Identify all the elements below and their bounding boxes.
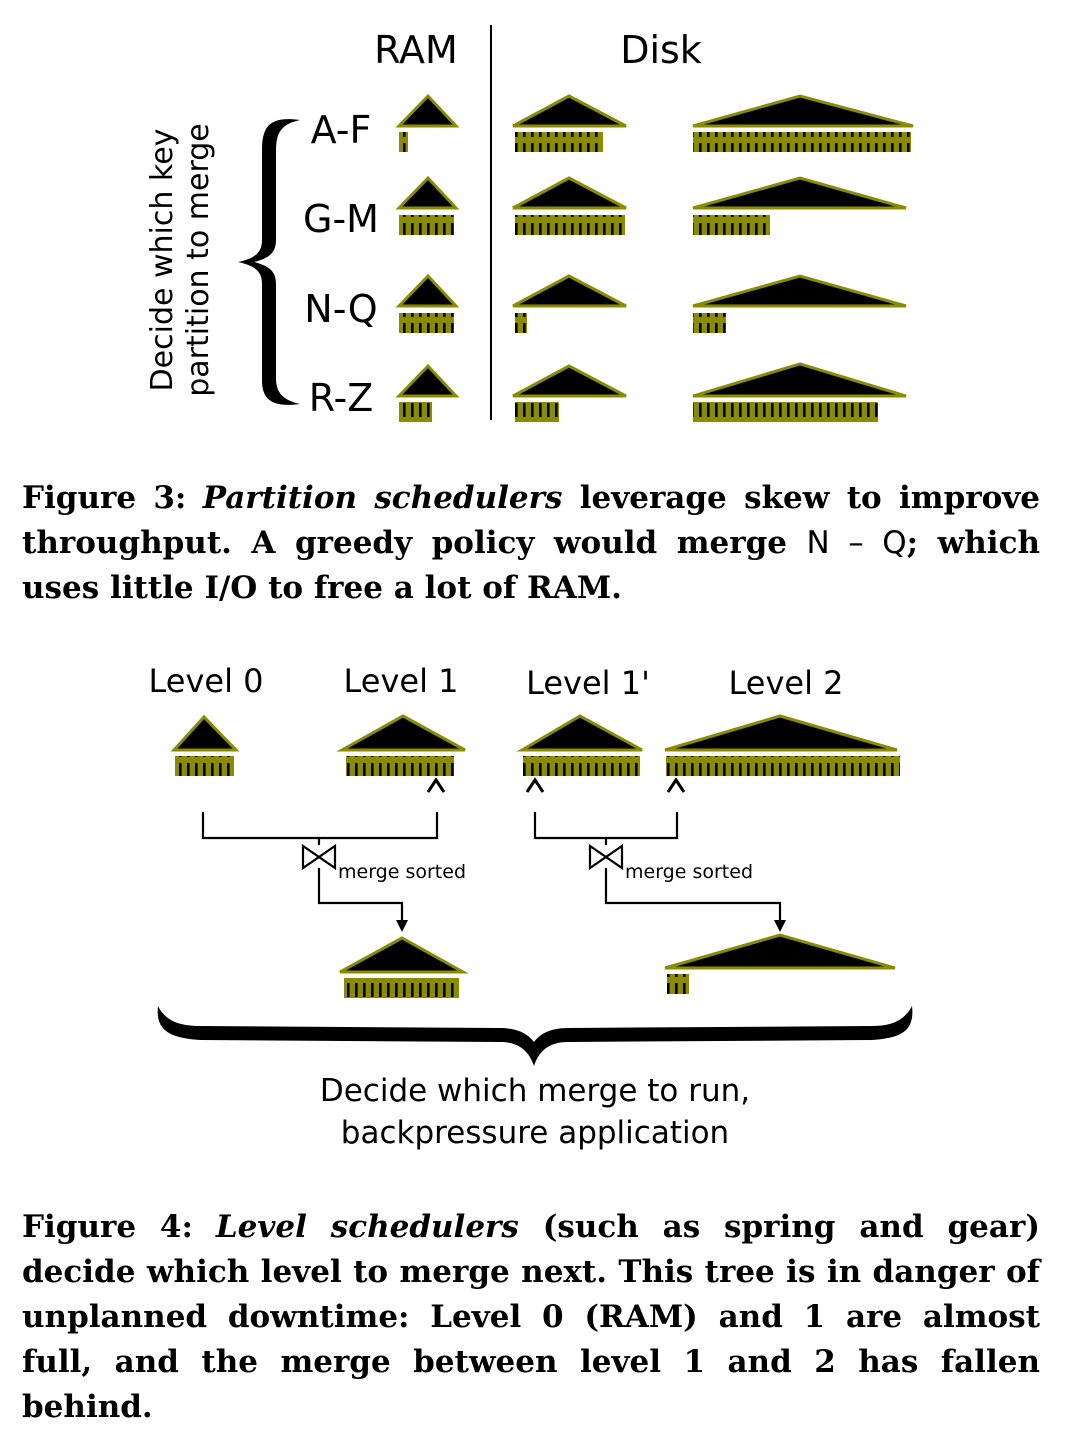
figure-4-caption-emphasis: Level schedulers — [215, 1209, 519, 1245]
figure-3-caption-text2: ; which uses little I/O to free a lot of… — [22, 525, 1040, 606]
merge-arrow-right — [774, 920, 786, 932]
figure-3-caption: Figure 3: Partition schedulers leverage … — [22, 476, 1040, 611]
ram-header: RAM — [374, 28, 458, 72]
tree-disk2-a-f — [692, 94, 914, 152]
tree-disk2-n-q — [692, 274, 907, 333]
merge-label-left: merge sorted — [338, 861, 466, 883]
partition-label-a-f: A-F — [311, 108, 372, 152]
level-scheduler-brace — [157, 1006, 913, 1066]
tree-disk1-a-f — [512, 94, 627, 152]
level-2-label: Level 2 — [729, 664, 844, 702]
merge-flow-right — [533, 812, 782, 925]
disk-header: Disk — [620, 28, 702, 72]
side-label: Decide which key partition to merge — [145, 123, 216, 397]
partition-label-r-z: R-Z — [309, 376, 374, 420]
merge-flow-left — [201, 812, 439, 925]
figure-4-caption-label: Figure 4: — [22, 1209, 193, 1245]
partition-label-n-q: N-Q — [304, 287, 377, 331]
figure-4-caption: Figure 4: Level schedulers (such as spri… — [22, 1205, 1040, 1430]
level-2-tree — [664, 714, 900, 776]
merged-tree-right — [664, 933, 896, 994]
level-scheduler-label-line2: backpressure application — [341, 1115, 729, 1151]
figure-3-caption-math: N – Q — [806, 525, 907, 561]
merge-arrow-left — [396, 920, 408, 932]
tree-ram-g-m — [395, 175, 460, 235]
figure-3-caption-label: Figure 3: — [22, 480, 187, 516]
level-1-label: Level 1 — [344, 662, 459, 700]
tree-disk2-r-z — [692, 362, 907, 422]
level-1-prime-label: Level 1' — [526, 664, 650, 702]
tree-ram-r-z — [395, 363, 460, 422]
figure-3-caption-text1: leverage skew to improve throughput. A g… — [22, 480, 1040, 561]
level-1-tree — [336, 714, 466, 776]
level-0-label: Level 0 — [149, 662, 264, 700]
tree-disk1-r-z — [512, 364, 627, 422]
tree-disk2-g-m — [692, 176, 907, 235]
level-1-prime-cursor-caret — [525, 777, 545, 793]
tree-disk1-g-m — [512, 176, 627, 235]
partition-brace — [238, 119, 300, 405]
partition-label-g-m: G-M — [303, 197, 379, 241]
side-label-line1: Decide which key — [145, 129, 180, 392]
side-label-line2: partition to merge — [181, 123, 216, 397]
merge-label-right: merge sorted — [625, 861, 753, 883]
figure-3-caption-emphasis: Partition schedulers — [202, 480, 563, 516]
tree-disk1-n-q — [512, 274, 627, 333]
merged-tree-left — [339, 936, 469, 998]
level-2-cursor-caret — [666, 777, 686, 793]
tree-ram-a-f — [395, 93, 460, 152]
tree-ram-n-q — [395, 273, 460, 333]
level-0-tree — [170, 714, 240, 776]
level-1-cursor-caret — [426, 777, 446, 793]
level-1-prime-tree — [516, 714, 643, 776]
figure-4-caption-text: (such as spring and gear) decide which l… — [22, 1209, 1040, 1425]
level-scheduler-label-line1: Decide which merge to run, — [320, 1073, 750, 1109]
